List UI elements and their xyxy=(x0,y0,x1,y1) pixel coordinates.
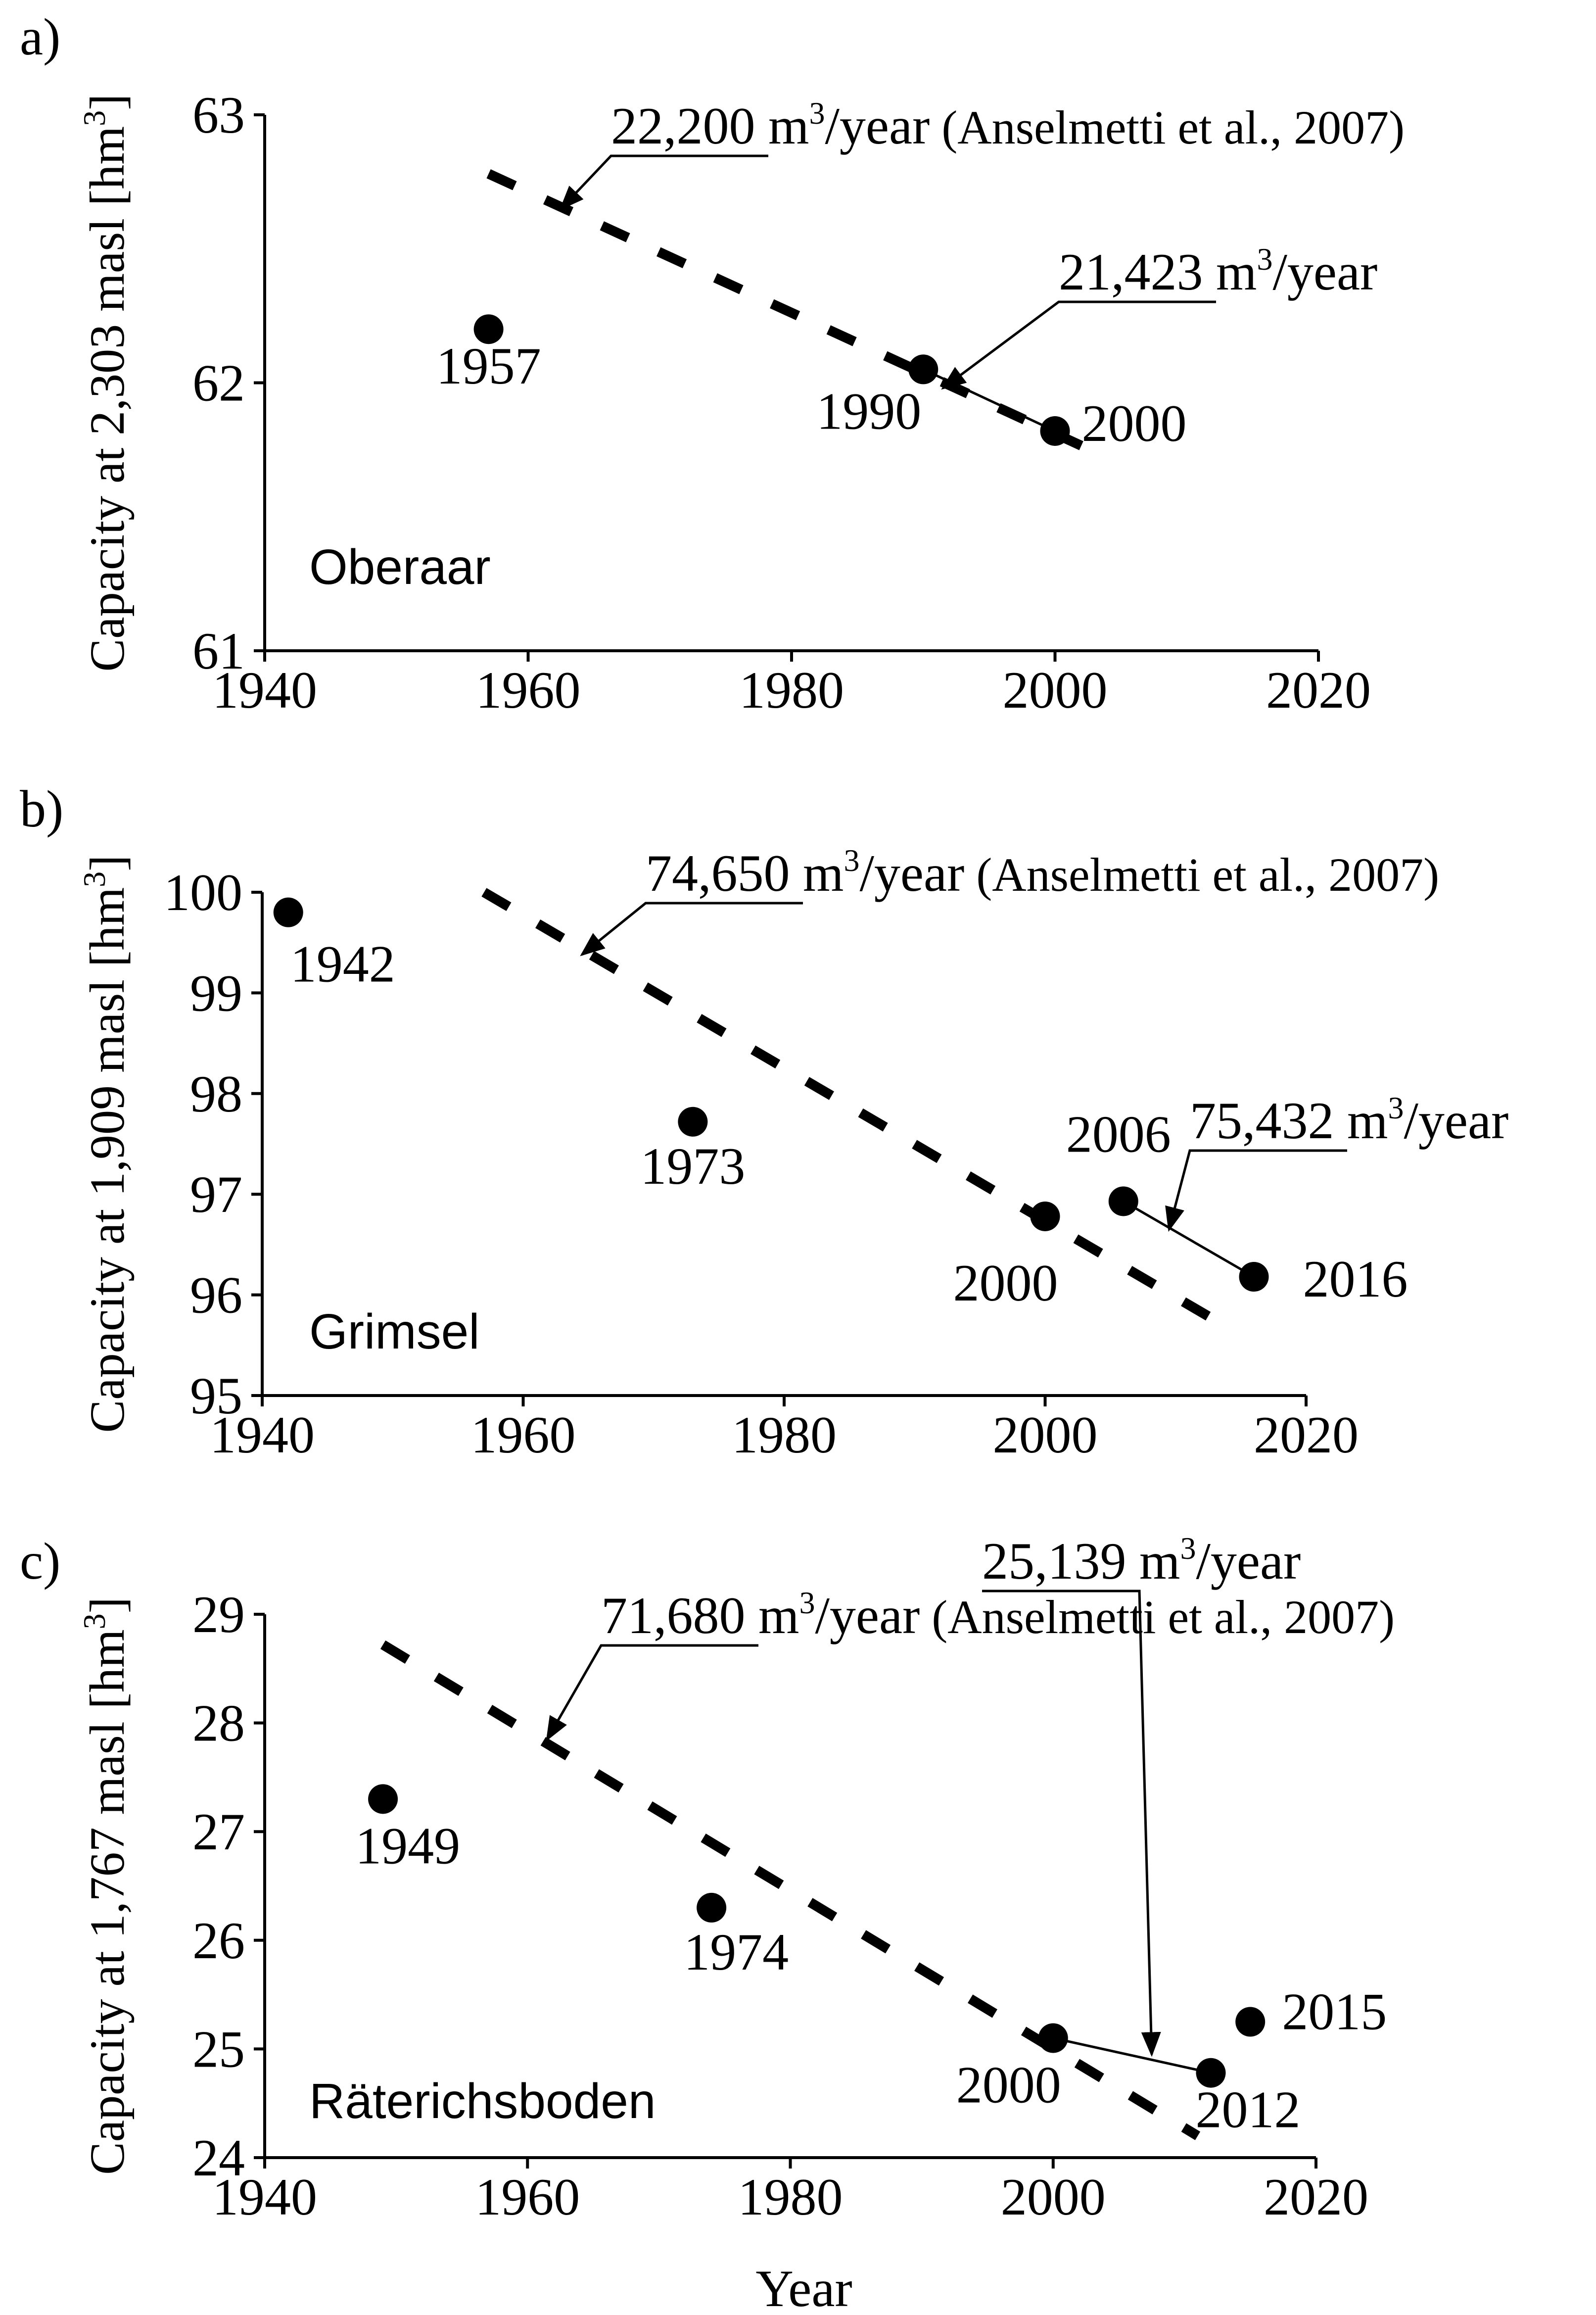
point-year-label: 1949 xyxy=(355,1817,460,1875)
panel-letter: c) xyxy=(20,1532,60,1590)
data-point xyxy=(1108,1186,1138,1216)
y-tick-label: 100 xyxy=(164,864,242,921)
x-tick-label: 2000 xyxy=(1001,2168,1106,2226)
x-axis-title: Year xyxy=(755,2260,852,2315)
y-tick-label: 27 xyxy=(192,1803,245,1861)
rate-value: 25,139 xyxy=(982,1532,1127,1590)
rate-value: 74,650 xyxy=(646,844,790,902)
rate-value: 75,432 xyxy=(1190,1092,1334,1150)
data-point xyxy=(908,354,939,385)
y-tick-label: 25 xyxy=(192,2020,245,2078)
y-tick-label: 29 xyxy=(192,1586,245,1643)
data-point xyxy=(1040,416,1070,446)
x-tick-label: 1980 xyxy=(739,661,844,719)
y-axis-title: Capacity at 1,909 masl [hm3] xyxy=(77,855,135,1433)
x-tick-label: 2000 xyxy=(993,1406,1098,1464)
rate-annotation: 74,650 m3/year (Anselmetti et al., 2007) xyxy=(646,843,1439,902)
annotation-arrow xyxy=(1165,1149,1347,1232)
y-tick-label: 99 xyxy=(190,964,242,1022)
panel-oberaar: a) Oberaar 1940 1960 1980 2000 2020 61 62 63 Capac… xyxy=(20,8,1405,719)
point-year-label: 2000 xyxy=(1082,394,1187,452)
panel-grimsel: b) Grimsel 1940 1960 1980 2000 2020 95 96 97 98 99 1… xyxy=(20,780,1508,1464)
point-year-label: 1973 xyxy=(640,1137,745,1195)
rate-annotation: 71,680 m3/year (Anselmetti et al., 2007) xyxy=(601,1585,1395,1644)
panel-letter: b) xyxy=(20,780,63,838)
point-year-label: 1957 xyxy=(436,337,541,395)
x-tick-label: 1980 xyxy=(732,1406,837,1464)
y-tick-label: 98 xyxy=(190,1065,242,1123)
x-tick-label: 2020 xyxy=(1264,2168,1368,2226)
data-point xyxy=(1196,2058,1226,2088)
panel-raterichsboden: c) Räterichsboden 1940 1960 1980 2000 2020 24 25… xyxy=(20,1531,1395,2226)
rate-value: 22,200 xyxy=(611,97,755,155)
trend-line-dashed xyxy=(380,1640,1201,2140)
rate-annotation: 75,432 m3/year xyxy=(1190,1090,1508,1150)
annotation-arrow xyxy=(559,154,768,211)
rate-value: 21,423 xyxy=(1059,243,1203,301)
panel-letter: a) xyxy=(20,8,60,66)
data-point xyxy=(273,897,303,927)
rate-source: (Anselmetti et al., 2007) xyxy=(930,101,1405,154)
panel-name: Oberaar xyxy=(309,539,491,595)
y-tick-label: 61 xyxy=(192,622,245,680)
data-point xyxy=(697,1892,727,1923)
point-year-label: 1942 xyxy=(290,935,395,993)
data-point xyxy=(1030,1201,1060,1231)
data-point xyxy=(678,1107,708,1137)
annotation-arrow xyxy=(546,1644,758,1741)
trend-line-dashed xyxy=(481,888,1218,1325)
panel-name: Räterichsboden xyxy=(309,2074,656,2129)
trend-line-solid xyxy=(1123,1200,1255,1278)
x-tick-label: 1960 xyxy=(476,661,581,719)
y-tick-label: 95 xyxy=(190,1367,242,1425)
point-year-label: 2012 xyxy=(1196,2081,1301,2139)
point-year-label: 2016 xyxy=(1303,1250,1408,1308)
trend-line-solid xyxy=(923,368,1056,433)
annotation-arrow xyxy=(941,300,1216,390)
point-year-label: 2006 xyxy=(1066,1105,1171,1163)
annotation-arrow xyxy=(982,1590,1161,2057)
y-tick-label: 28 xyxy=(192,1694,245,1752)
y-tick-label: 24 xyxy=(192,2129,245,2187)
y-axis-title: Capacity at 2,303 masl [hm3] xyxy=(77,94,135,672)
data-point xyxy=(1239,1261,1269,1292)
point-year-label: 1990 xyxy=(816,382,921,440)
rate-source: (Anselmetti et al., 2007) xyxy=(964,848,1439,901)
y-tick-label: 97 xyxy=(190,1165,242,1223)
rate-annotation: 25,139 m3/year xyxy=(982,1531,1301,1590)
x-tick-label: 1940 xyxy=(212,2168,317,2226)
y-tick-label: 26 xyxy=(192,1912,245,1970)
data-point xyxy=(1038,2023,1068,2053)
y-axis-title: Capacity at 1,767 masl [hm3] xyxy=(77,1597,135,2175)
point-year-label: 2015 xyxy=(1282,1983,1387,2041)
trend-line-dashed xyxy=(486,169,1110,463)
y-tick-label: 96 xyxy=(190,1266,242,1324)
y-tick-label: 62 xyxy=(192,354,245,412)
point-year-label: 2000 xyxy=(956,2056,1061,2114)
x-tick-label: 1940 xyxy=(212,661,317,719)
rate-value: 71,680 xyxy=(601,1587,746,1644)
rate-annotation: 21,423 m3/year xyxy=(1059,241,1377,301)
rate-annotation: 22,200 m3/year (Anselmetti et al., 2007) xyxy=(611,96,1405,155)
data-point xyxy=(368,1784,398,1814)
point-year-label: 1974 xyxy=(684,1923,789,1981)
x-tick-label: 1980 xyxy=(738,2168,843,2226)
rate-source: (Anselmetti et al., 2007) xyxy=(920,1591,1395,1643)
x-tick-label: 2000 xyxy=(1003,661,1108,719)
x-tick-label: 2020 xyxy=(1266,661,1371,719)
point-year-label: 2000 xyxy=(953,1254,1058,1312)
x-tick-label: 1960 xyxy=(471,1406,576,1464)
x-tick-label: 2020 xyxy=(1254,1406,1359,1464)
x-tick-label: 1960 xyxy=(475,2168,580,2226)
panel-name: Grimsel xyxy=(309,1304,479,1359)
trend-line-solid xyxy=(1053,2036,1212,2074)
data-point xyxy=(473,314,504,344)
data-point xyxy=(1235,2007,1266,2037)
x-tick-label: 1940 xyxy=(210,1406,315,1464)
y-tick-label: 63 xyxy=(192,86,245,144)
annotation-arrow xyxy=(580,902,803,957)
